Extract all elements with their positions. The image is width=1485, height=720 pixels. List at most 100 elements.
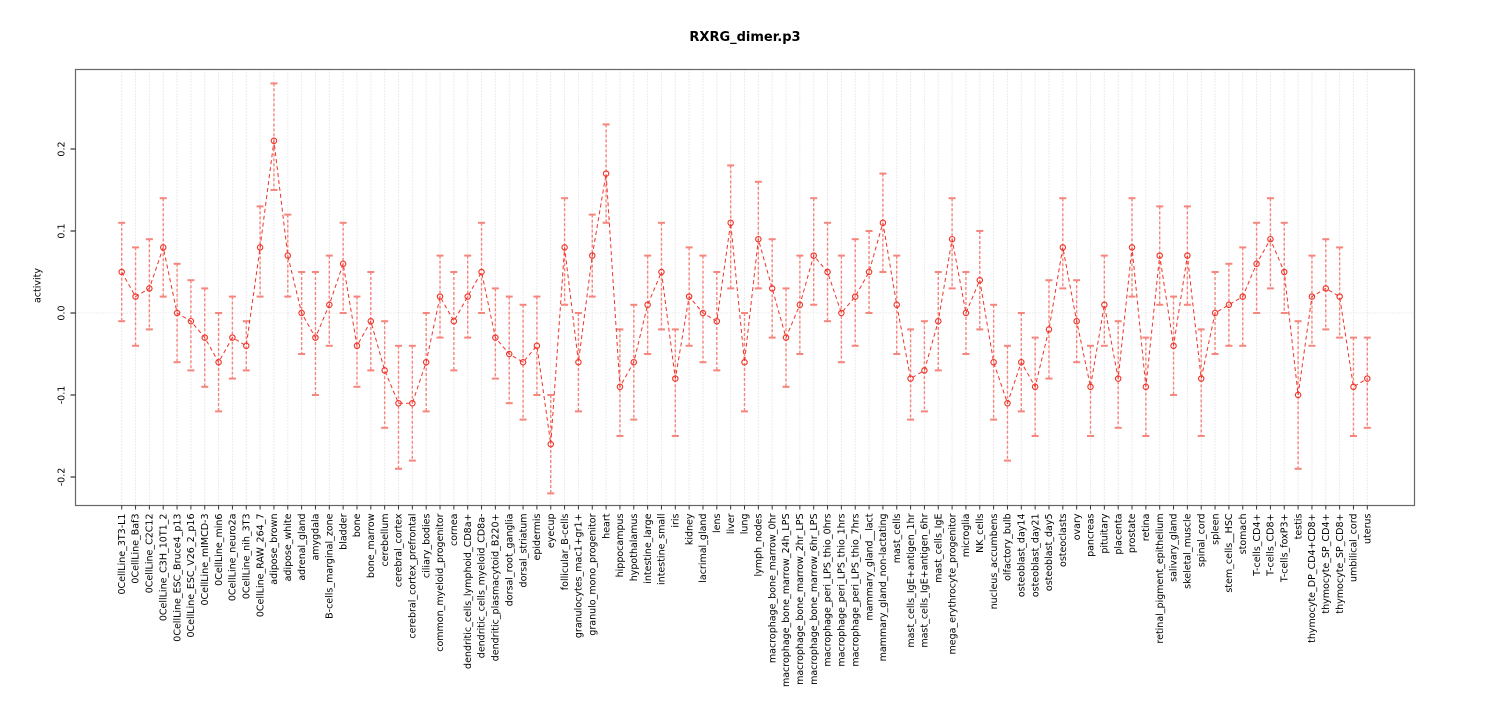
x-tick-label: epidermis bbox=[532, 513, 543, 560]
x-tick-label: common_myeloid_progenitor bbox=[435, 513, 446, 651]
data-point bbox=[1336, 293, 1343, 300]
data-point bbox=[339, 260, 347, 268]
x-tick-label: 0CellLine_nih_3T3 bbox=[241, 514, 252, 600]
data-point bbox=[353, 342, 361, 350]
data-point bbox=[782, 334, 790, 341]
x-tick-label: osteoblast_day14 bbox=[1017, 514, 1028, 598]
x-tick-label: thymocyte_DP_CD4+CD8+ bbox=[1307, 514, 1318, 643]
x-tick-label: placenta bbox=[1113, 514, 1124, 555]
data-point bbox=[948, 235, 956, 243]
data-point bbox=[713, 317, 721, 325]
x-tick-label: nucleus_accumbens bbox=[989, 513, 1000, 609]
x-tick-label: pancreas bbox=[1086, 513, 1097, 556]
data-point bbox=[492, 334, 499, 341]
x-tick-label: granulo_mono_progenitor bbox=[587, 513, 598, 635]
x-tick-label: stem_cells__HSC bbox=[1224, 513, 1235, 592]
data-point bbox=[602, 170, 610, 177]
data-point bbox=[519, 358, 527, 366]
x-tick-label: 0CellLine_3T3-L1 bbox=[117, 514, 128, 595]
x-tick-label: T-cells_CD4+ bbox=[1252, 514, 1263, 577]
x-tick-label: mammary_gland__lact bbox=[864, 513, 875, 620]
data-point bbox=[409, 399, 416, 407]
x-tick-label: macrophage_bone_marrow_24h_LPS bbox=[781, 514, 792, 688]
x-tick-label: osteoclasts bbox=[1058, 513, 1069, 567]
y-tick-label: 0.0 bbox=[57, 305, 68, 320]
x-tick-label: lymph_nodes bbox=[754, 513, 765, 576]
x-tick-label: NK_cells bbox=[975, 513, 986, 552]
x-tick-label: mast_cells bbox=[892, 513, 903, 563]
data-point bbox=[1322, 285, 1330, 292]
chart-title: RXRG_dimer.p3 bbox=[689, 30, 801, 45]
x-tick-label: umbilical_cord bbox=[1349, 514, 1360, 582]
data-point bbox=[1101, 301, 1108, 309]
x-tick-label: thymocyte_SP_CD8+ bbox=[1335, 514, 1346, 614]
x-tick-label: stomach bbox=[1238, 514, 1249, 555]
data-point bbox=[367, 317, 375, 325]
x-tick-label: mast_cells_IgE bbox=[933, 514, 944, 583]
data-point bbox=[1364, 375, 1371, 382]
data-point bbox=[935, 317, 942, 325]
x-tick-label: macrophage_peri_LPS_thio_0hrs bbox=[823, 513, 834, 666]
data-point bbox=[284, 252, 292, 259]
data-point bbox=[824, 268, 831, 276]
data-point bbox=[658, 268, 665, 276]
x-tick-label: follicular_B-cells bbox=[560, 513, 571, 590]
data-point bbox=[907, 375, 914, 382]
x-tick-label: ciliary_bodies bbox=[421, 513, 432, 578]
data-point bbox=[741, 358, 748, 366]
x-tick-label: dorsal_root_ganglia bbox=[504, 514, 515, 607]
data-point bbox=[187, 317, 195, 325]
data-point bbox=[1197, 375, 1205, 382]
x-tick-label: macrophage_peri_LPS_thio_7hrs bbox=[850, 513, 861, 666]
data-point bbox=[976, 276, 984, 284]
data-point bbox=[243, 342, 250, 350]
data-point bbox=[229, 334, 236, 341]
y-tick-label: -0.1 bbox=[57, 386, 68, 405]
x-tick-label: macrophage_bone_marrow_0hr bbox=[767, 513, 778, 663]
data-point bbox=[478, 268, 485, 276]
data-point bbox=[962, 309, 970, 317]
data-point bbox=[1018, 358, 1025, 366]
x-tick-label: osteoblast_day21 bbox=[1030, 514, 1041, 598]
data-point bbox=[256, 244, 264, 251]
data-point bbox=[1267, 235, 1274, 243]
data-point bbox=[1350, 383, 1357, 391]
x-tick-label: microglia bbox=[961, 514, 972, 558]
data-point bbox=[727, 219, 734, 227]
data-point bbox=[1045, 326, 1053, 333]
x-tick-label: 0CellLine_RAW_264_7 bbox=[255, 514, 266, 618]
x-tick-label: mammary_gland_non-lactating bbox=[878, 514, 889, 662]
x-tick-label: cerebral_cortex_prefrontal bbox=[408, 514, 419, 639]
data-point bbox=[893, 301, 900, 309]
x-tick-label: 0CellLine_mIMCD-3 bbox=[200, 514, 211, 606]
data-point bbox=[768, 285, 776, 292]
x-tick-label: spleen bbox=[1210, 514, 1221, 545]
data-point bbox=[201, 334, 208, 341]
y-tick-label: -0.2 bbox=[57, 468, 68, 487]
x-tick-label: retina bbox=[1141, 514, 1152, 542]
x-tick-label: salivary_gland bbox=[1169, 514, 1180, 582]
x-tick-label: mast_cells_IgE+antigen_1hr bbox=[906, 513, 917, 647]
x-tick-label: 0CellLine_C3H_10T1_2 bbox=[158, 514, 169, 622]
x-tick-label: cerebral_cortex bbox=[394, 513, 405, 587]
x-tick-label: intestine_large bbox=[643, 513, 654, 583]
x-tick-label: macrophage_bone_marrow_2hr_LPS bbox=[795, 514, 806, 685]
data-point bbox=[672, 375, 679, 382]
data-point bbox=[630, 358, 638, 366]
data-point bbox=[865, 268, 873, 276]
data-point bbox=[326, 301, 333, 309]
data-point bbox=[464, 293, 471, 300]
data-point bbox=[173, 309, 181, 317]
x-tick-label: cornea bbox=[449, 514, 460, 546]
data-point bbox=[298, 309, 305, 317]
x-tick-label: hypothalamus bbox=[629, 513, 640, 581]
data-point bbox=[132, 293, 139, 300]
data-point bbox=[644, 301, 651, 309]
data-point bbox=[1114, 375, 1122, 382]
x-tick-label: osteoblast_day5 bbox=[1044, 514, 1055, 592]
x-tick-label: amygdala bbox=[311, 514, 322, 561]
x-tick-label: spinal_cord bbox=[1196, 514, 1207, 568]
x-tick-label: mega_erythrocyte_progenitor bbox=[947, 513, 958, 654]
plot-frame bbox=[74, 68, 1416, 507]
data-point bbox=[146, 285, 153, 292]
